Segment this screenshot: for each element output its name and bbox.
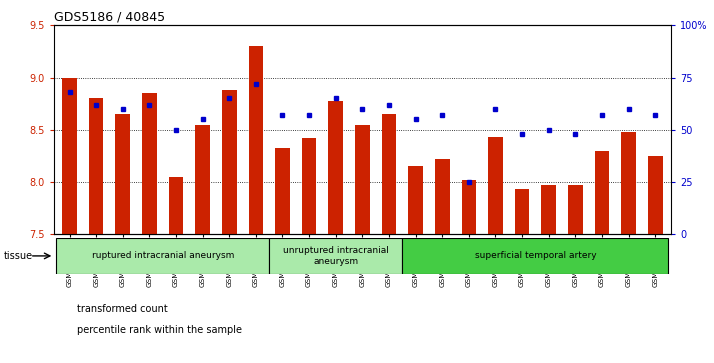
Text: GDS5186 / 40845: GDS5186 / 40845: [54, 11, 165, 24]
Bar: [541, 185, 556, 234]
Text: unruptured intracranial
aneurysm: unruptured intracranial aneurysm: [283, 246, 388, 266]
Bar: [248, 46, 263, 234]
Bar: [515, 189, 529, 234]
Bar: [621, 132, 636, 234]
Bar: [62, 78, 77, 234]
Text: superficial temporal artery: superficial temporal artery: [475, 252, 596, 260]
Bar: [595, 151, 609, 234]
Text: tissue: tissue: [4, 251, 33, 261]
Bar: [568, 185, 583, 234]
Bar: [169, 177, 183, 234]
Text: percentile rank within the sample: percentile rank within the sample: [77, 325, 242, 335]
Bar: [461, 180, 476, 234]
Bar: [302, 138, 316, 234]
Bar: [56, 238, 269, 274]
Bar: [269, 238, 402, 274]
Bar: [116, 114, 130, 234]
Bar: [89, 98, 104, 234]
Bar: [222, 90, 236, 234]
Bar: [488, 137, 503, 234]
Text: ruptured intracranial aneurysm: ruptured intracranial aneurysm: [91, 252, 234, 260]
Bar: [275, 147, 290, 234]
Bar: [435, 159, 450, 234]
Bar: [408, 166, 423, 234]
Bar: [355, 125, 370, 234]
Bar: [382, 114, 396, 234]
Bar: [648, 156, 663, 234]
Bar: [142, 93, 156, 234]
Bar: [328, 101, 343, 234]
Text: transformed count: transformed count: [77, 303, 168, 314]
Bar: [196, 125, 210, 234]
Bar: [402, 238, 668, 274]
